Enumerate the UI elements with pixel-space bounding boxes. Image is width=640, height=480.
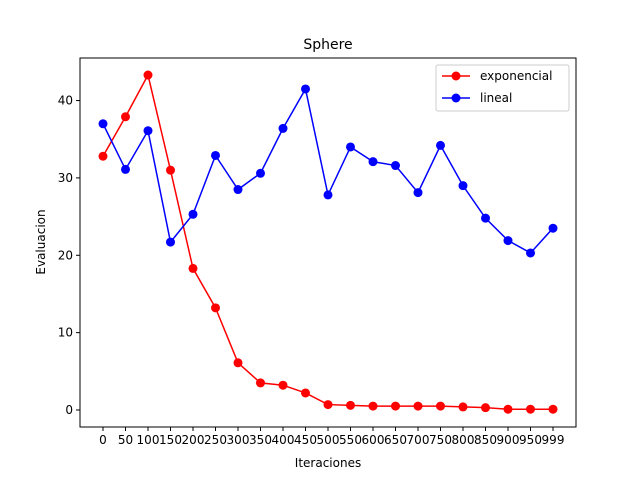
x-tick-label: 700: [407, 433, 430, 447]
legend-marker-lineal: [451, 93, 461, 103]
y-tick-label: 0: [65, 403, 73, 417]
data-point-lineal: [143, 126, 153, 136]
data-point-lineal: [458, 181, 468, 191]
x-tick-label: 50: [118, 433, 133, 447]
data-point-exponencial: [233, 358, 243, 368]
data-point-exponencial: [436, 401, 445, 411]
y-axis-label: Evaluacion: [34, 209, 48, 274]
data-point-exponencial: [211, 303, 220, 313]
data-point-exponencial: [121, 112, 130, 122]
legend: exponencial lineal: [435, 64, 570, 112]
legend-label-lineal: lineal: [480, 91, 512, 105]
data-point-lineal: [188, 209, 198, 219]
x-tick-label: 500: [317, 433, 340, 447]
data-point-exponencial: [323, 400, 333, 410]
x-tick-label: 100: [137, 433, 160, 447]
data-point-lineal: [481, 213, 490, 223]
data-point-exponencial: [143, 70, 153, 80]
x-tick-label: 350: [249, 433, 272, 447]
x-tick-label: 450: [294, 433, 317, 447]
plot-frame: [79, 57, 577, 428]
legend-marker-exponencial: [451, 71, 461, 81]
data-point-lineal: [278, 123, 288, 133]
x-tick-label: 900: [497, 433, 520, 447]
legend-label-exponencial: exponencial: [480, 69, 552, 83]
data-point-exponencial: [391, 401, 400, 411]
data-point-lineal: [368, 157, 378, 167]
x-tick-label: 999: [542, 433, 565, 447]
data-point-lineal: [413, 188, 423, 198]
data-point-lineal: [233, 185, 243, 195]
x-tick-label: 650: [384, 433, 407, 447]
x-tick-label: 200: [182, 433, 205, 447]
plot-area: [98, 70, 558, 414]
x-tick-label: 300: [227, 433, 250, 447]
data-point-lineal: [548, 223, 558, 233]
data-point-exponencial: [368, 401, 378, 411]
x-axis-ticks: 0 50 100 150 200 250 300 350 400 450 500 550 600 650 7…: [99, 427, 564, 447]
data-point-lineal: [346, 142, 355, 152]
y-tick-label: 40: [58, 94, 73, 108]
x-tick-label: 250: [204, 433, 227, 447]
data-point-lineal: [391, 161, 400, 171]
data-point-lineal: [436, 140, 445, 150]
x-axis-label: Iteraciones: [295, 456, 361, 470]
y-tick-label: 10: [58, 326, 73, 340]
y-tick-label: 20: [58, 248, 73, 262]
x-tick-label: 400: [272, 433, 295, 447]
x-tick-label: 850: [474, 433, 497, 447]
data-point-exponencial: [166, 165, 175, 175]
data-point-exponencial: [503, 404, 513, 414]
x-tick-label: 800: [452, 433, 475, 447]
data-point-exponencial: [301, 388, 310, 398]
chart-title: Sphere: [303, 37, 352, 53]
data-point-lineal: [166, 237, 175, 247]
data-point-exponencial: [548, 404, 558, 414]
data-point-lineal: [323, 190, 333, 200]
x-tick-label: 750: [429, 433, 452, 447]
data-point-lineal: [503, 236, 513, 246]
data-point-exponencial: [346, 400, 355, 410]
data-point-exponencial: [458, 402, 468, 412]
data-point-exponencial: [98, 151, 108, 161]
data-point-lineal: [98, 119, 108, 129]
data-point-exponencial: [256, 378, 265, 388]
x-tick-label: 600: [362, 433, 385, 447]
y-tick-label: 30: [58, 171, 73, 185]
data-point-lineal: [526, 248, 535, 258]
data-point-exponencial: [278, 380, 288, 390]
data-point-lineal: [211, 150, 220, 160]
data-point-exponencial: [481, 403, 490, 413]
x-tick-label: 550: [339, 433, 362, 447]
x-tick-label: 0: [99, 433, 107, 447]
x-tick-label: 950: [519, 433, 542, 447]
data-point-lineal: [121, 164, 130, 174]
data-point-lineal: [256, 168, 265, 178]
data-point-exponencial: [413, 401, 423, 411]
data-point-lineal: [301, 84, 310, 94]
y-axis-ticks: 0 10 20 30 40: [58, 94, 80, 417]
data-point-exponencial: [188, 263, 198, 273]
data-point-exponencial: [526, 404, 535, 414]
x-tick-label: 150: [159, 433, 182, 447]
